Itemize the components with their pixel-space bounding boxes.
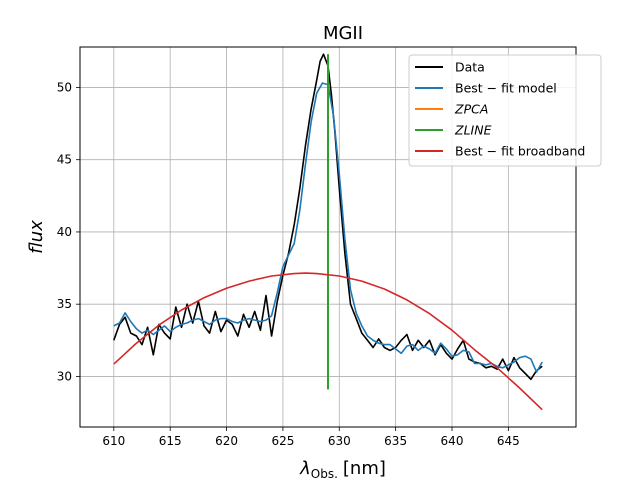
chart-title: MGII xyxy=(323,23,363,44)
legend-label: Best − fit broadband xyxy=(455,144,585,159)
x-tick-label: 615 xyxy=(159,434,182,448)
series-layer xyxy=(113,53,543,411)
x-axis-label: λObs. [nm] xyxy=(299,458,386,480)
x-tick-label: 620 xyxy=(215,434,238,448)
legend-label: ZLINE xyxy=(454,123,492,138)
x-tick-label: 645 xyxy=(497,434,520,448)
series-line-best-fit-broadband xyxy=(113,272,543,411)
y-tick-label: 35 xyxy=(57,297,72,311)
legend-box xyxy=(408,54,602,167)
tick-layer: 610 615 620 625 630 635 640 645 30 35 40 45 50 xyxy=(57,80,520,448)
x-tick-label: 630 xyxy=(328,434,351,448)
legend-label: Data xyxy=(455,60,485,75)
y-tick-label: 45 xyxy=(57,153,72,167)
plot-frame xyxy=(79,46,577,428)
legend-label: ZPCA xyxy=(454,102,488,117)
x-tick-label: 640 xyxy=(441,434,464,448)
x-tick-label: 635 xyxy=(384,434,407,448)
x-axis-unit: [nm] xyxy=(343,458,386,479)
x-axis-subscript: Obs. xyxy=(311,467,338,480)
y-tick-label: 40 xyxy=(57,225,72,239)
x-tick-label: 625 xyxy=(271,434,294,448)
x-axis-symbol: λ xyxy=(299,458,311,479)
x-tick-label: 610 xyxy=(102,434,125,448)
legend-label: Best − fit model xyxy=(455,81,557,96)
y-tick-label: 30 xyxy=(57,369,72,383)
y-axis-label: flux xyxy=(26,220,47,254)
legend: Data Best − fit model ZPCA ZLINE Best − fit … xyxy=(408,54,602,167)
y-tick-label: 50 xyxy=(57,80,72,94)
